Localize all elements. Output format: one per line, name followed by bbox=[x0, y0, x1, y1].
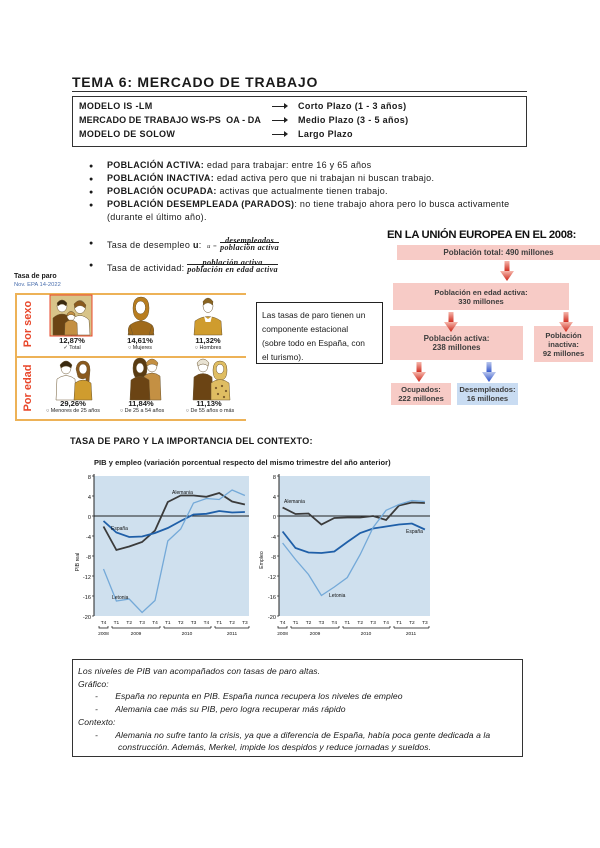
svg-text:T3: T3 bbox=[319, 620, 325, 626]
svg-text:T4: T4 bbox=[101, 620, 107, 626]
svg-text:2008: 2008 bbox=[98, 631, 109, 637]
svg-text:T1: T1 bbox=[344, 620, 350, 626]
svg-text:T2: T2 bbox=[357, 620, 363, 626]
svg-text:T1: T1 bbox=[396, 620, 402, 626]
svg-text:T4: T4 bbox=[204, 620, 210, 626]
svg-text:-16: -16 bbox=[83, 595, 91, 601]
svg-text:Letonia: Letonia bbox=[329, 593, 346, 599]
svg-text:2008: 2008 bbox=[277, 631, 288, 637]
svg-text:4: 4 bbox=[88, 495, 91, 501]
svg-text:0: 0 bbox=[273, 515, 276, 521]
svg-text:T1: T1 bbox=[165, 620, 171, 626]
svg-text:T2: T2 bbox=[229, 620, 235, 626]
svg-text:8: 8 bbox=[273, 475, 276, 481]
svg-text:T4: T4 bbox=[383, 620, 389, 626]
svg-text:T2: T2 bbox=[178, 620, 184, 626]
svg-text:-16: -16 bbox=[268, 595, 276, 601]
svg-text:T3: T3 bbox=[139, 620, 145, 626]
svg-text:T1: T1 bbox=[293, 620, 299, 626]
svg-text:T4: T4 bbox=[331, 620, 337, 626]
svg-text:T3: T3 bbox=[191, 620, 197, 626]
svg-text:8: 8 bbox=[88, 475, 91, 481]
svg-text:España: España bbox=[111, 526, 128, 532]
svg-text:-8: -8 bbox=[86, 555, 91, 561]
svg-text:T3: T3 bbox=[370, 620, 376, 626]
svg-text:2011: 2011 bbox=[406, 631, 417, 637]
svg-text:4: 4 bbox=[273, 495, 276, 501]
svg-text:Empleo: Empleo bbox=[259, 551, 265, 569]
svg-text:T2: T2 bbox=[306, 620, 312, 626]
svg-text:España: España bbox=[406, 529, 423, 535]
svg-text:2009: 2009 bbox=[310, 631, 321, 637]
svg-text:2009: 2009 bbox=[131, 631, 142, 637]
svg-text:-20: -20 bbox=[268, 615, 276, 621]
svg-text:-12: -12 bbox=[268, 575, 276, 581]
svg-text:-8: -8 bbox=[271, 555, 276, 561]
svg-text:T3: T3 bbox=[422, 620, 428, 626]
svg-text:Letonia: Letonia bbox=[112, 595, 129, 601]
svg-text:2011: 2011 bbox=[227, 631, 238, 637]
svg-text:-4: -4 bbox=[271, 535, 276, 541]
svg-text:T4: T4 bbox=[280, 620, 286, 626]
svg-text:T3: T3 bbox=[242, 620, 248, 626]
svg-text:2010: 2010 bbox=[361, 631, 372, 637]
svg-text:T2: T2 bbox=[409, 620, 415, 626]
svg-text:-12: -12 bbox=[83, 575, 91, 581]
svg-text:T2: T2 bbox=[126, 620, 132, 626]
svg-text:T1: T1 bbox=[114, 620, 120, 626]
svg-text:0: 0 bbox=[88, 515, 91, 521]
svg-text:T4: T4 bbox=[152, 620, 158, 626]
svg-text:-4: -4 bbox=[86, 535, 91, 541]
svg-text:PIB real: PIB real bbox=[75, 553, 81, 571]
svg-text:Alemania: Alemania bbox=[172, 490, 193, 496]
svg-text:2010: 2010 bbox=[182, 631, 193, 637]
svg-text:-20: -20 bbox=[83, 615, 91, 621]
svg-text:T1: T1 bbox=[216, 620, 222, 626]
svg-text:Alemania: Alemania bbox=[284, 499, 305, 505]
